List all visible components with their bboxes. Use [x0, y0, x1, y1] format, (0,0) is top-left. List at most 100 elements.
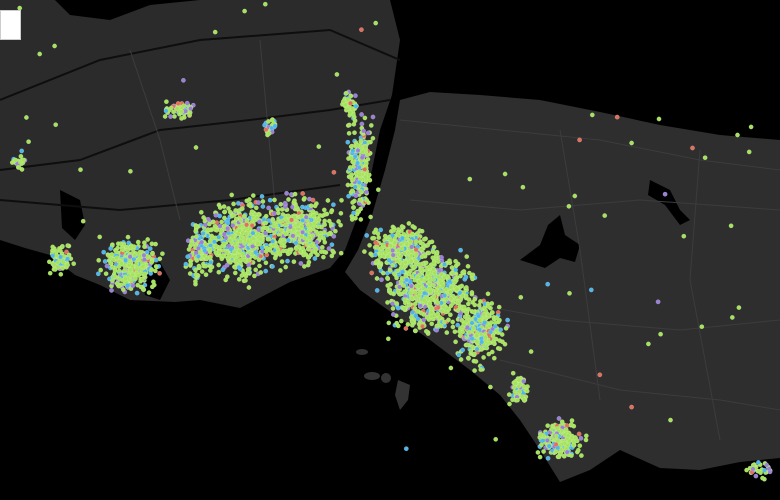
- data-point[interactable]: [442, 261, 447, 267]
- data-point[interactable]: [110, 278, 115, 283]
- data-point[interactable]: [474, 339, 480, 344]
- data-point[interactable]: [476, 302, 482, 308]
- data-point[interactable]: [459, 283, 465, 289]
- data-point[interactable]: [528, 349, 534, 354]
- data-point[interactable]: [234, 257, 240, 263]
- data-point[interactable]: [338, 210, 344, 216]
- data-point[interactable]: [183, 261, 189, 267]
- data-point[interactable]: [263, 220, 269, 226]
- data-point[interactable]: [460, 347, 466, 353]
- data-point[interactable]: [218, 228, 224, 234]
- data-point[interactable]: [409, 244, 414, 250]
- data-point[interactable]: [37, 51, 43, 57]
- data-point[interactable]: [258, 236, 264, 242]
- data-point[interactable]: [439, 254, 444, 260]
- data-point[interactable]: [113, 249, 119, 255]
- data-point[interactable]: [211, 239, 217, 245]
- data-point[interactable]: [231, 249, 237, 255]
- data-point[interactable]: [231, 212, 237, 218]
- data-point[interactable]: [132, 252, 138, 258]
- data-point[interactable]: [58, 254, 63, 260]
- data-point[interactable]: [569, 453, 574, 458]
- data-point[interactable]: [150, 250, 155, 256]
- data-point[interactable]: [259, 193, 265, 199]
- data-point[interactable]: [472, 296, 478, 302]
- data-point[interactable]: [758, 470, 763, 476]
- data-point[interactable]: [484, 345, 490, 351]
- data-point[interactable]: [137, 253, 143, 259]
- data-point[interactable]: [355, 160, 360, 166]
- data-point[interactable]: [146, 290, 152, 295]
- data-point[interactable]: [361, 128, 366, 134]
- data-point[interactable]: [349, 188, 355, 194]
- data-point[interactable]: [398, 242, 404, 248]
- data-point[interactable]: [574, 438, 580, 444]
- data-point[interactable]: [317, 213, 323, 218]
- data-point[interactable]: [200, 230, 206, 236]
- data-point[interactable]: [421, 317, 427, 323]
- data-point[interactable]: [253, 205, 259, 211]
- data-point[interactable]: [97, 234, 103, 240]
- data-point[interactable]: [553, 441, 559, 447]
- data-point[interactable]: [114, 255, 120, 261]
- data-point[interactable]: [203, 263, 209, 269]
- data-point[interactable]: [179, 116, 184, 121]
- data-point[interactable]: [465, 314, 471, 320]
- data-point[interactable]: [267, 228, 273, 234]
- data-point[interactable]: [373, 258, 379, 264]
- data-point[interactable]: [220, 253, 226, 258]
- data-point[interactable]: [316, 217, 322, 223]
- data-point[interactable]: [307, 235, 312, 241]
- data-point[interactable]: [263, 230, 268, 236]
- data-point[interactable]: [175, 101, 181, 106]
- data-point[interactable]: [571, 442, 577, 448]
- data-point[interactable]: [299, 233, 304, 239]
- data-point[interactable]: [566, 203, 572, 209]
- data-point[interactable]: [629, 140, 634, 146]
- data-point[interactable]: [208, 259, 214, 265]
- data-point[interactable]: [229, 234, 235, 239]
- data-point[interactable]: [431, 294, 437, 299]
- data-point[interactable]: [413, 239, 419, 245]
- data-point[interactable]: [277, 267, 283, 273]
- data-point[interactable]: [413, 328, 418, 334]
- data-point[interactable]: [563, 427, 569, 432]
- data-point[interactable]: [142, 271, 148, 277]
- data-point[interactable]: [440, 283, 446, 288]
- data-point[interactable]: [476, 313, 481, 319]
- data-point[interactable]: [126, 240, 132, 246]
- data-point[interactable]: [181, 103, 187, 109]
- data-point[interactable]: [358, 27, 364, 33]
- data-point[interactable]: [386, 257, 392, 263]
- data-point[interactable]: [498, 327, 503, 333]
- data-point[interactable]: [355, 148, 361, 153]
- data-point[interactable]: [481, 354, 486, 360]
- data-point[interactable]: [159, 251, 165, 257]
- data-point[interactable]: [328, 221, 334, 227]
- data-point[interactable]: [207, 238, 213, 244]
- data-point[interactable]: [575, 447, 581, 453]
- data-point[interactable]: [345, 97, 351, 103]
- data-point[interactable]: [23, 115, 29, 120]
- data-point[interactable]: [283, 222, 288, 228]
- data-point[interactable]: [521, 378, 526, 384]
- data-point[interactable]: [300, 229, 305, 235]
- data-point[interactable]: [224, 262, 230, 268]
- data-point[interactable]: [545, 423, 551, 429]
- data-point[interactable]: [246, 197, 252, 202]
- data-point[interactable]: [629, 404, 634, 410]
- data-point[interactable]: [232, 270, 238, 276]
- data-point[interactable]: [246, 262, 252, 268]
- data-point[interactable]: [270, 238, 276, 244]
- data-point[interactable]: [535, 449, 541, 455]
- data-point[interactable]: [291, 259, 297, 265]
- data-point[interactable]: [386, 320, 392, 326]
- data-point[interactable]: [750, 466, 756, 472]
- data-point[interactable]: [350, 148, 356, 154]
- data-point[interactable]: [263, 260, 269, 266]
- data-point[interactable]: [325, 198, 331, 203]
- data-point[interactable]: [134, 261, 140, 267]
- data-point[interactable]: [359, 155, 365, 161]
- data-point[interactable]: [272, 197, 277, 203]
